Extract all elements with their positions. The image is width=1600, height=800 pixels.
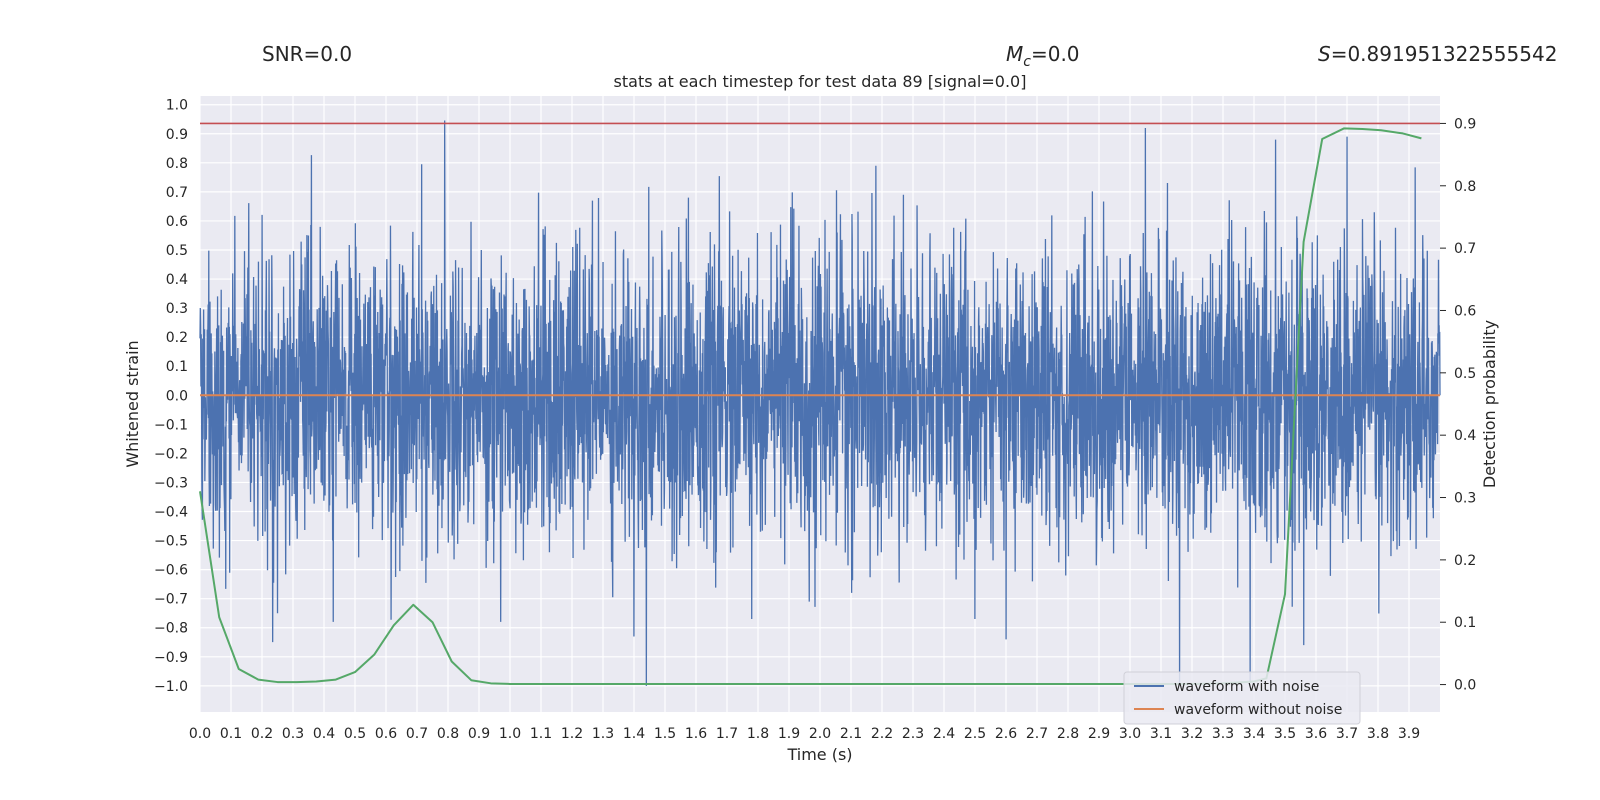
x-axis-ticks: 0.0 0.1 0.2 0.3 0.4 0.5 0.6 0.7 0.8 0.9 1.0 1.1 1.2 1… xyxy=(189,726,1420,742)
y-tick-label: 0.4 xyxy=(166,272,188,288)
x-tick-label: 2.5 xyxy=(964,726,986,742)
y-tick-label: 0.5 xyxy=(166,243,188,259)
snr-stat: SNR=0.0 xyxy=(262,42,352,66)
s-stat: S=0.891951322555542 xyxy=(1318,42,1557,66)
x-tick-label: 0.4 xyxy=(313,726,335,742)
x-tick-label: 2.2 xyxy=(871,726,893,742)
s-symbol: S xyxy=(1318,42,1331,66)
y2-tick-label: 0.3 xyxy=(1454,491,1476,507)
x-tick-label: 2.8 xyxy=(1057,726,1079,742)
x-tick-label: 2.3 xyxy=(902,726,924,742)
x-tick-label: 1.3 xyxy=(592,726,614,742)
legend-label-noise: waveform with noise xyxy=(1174,679,1319,695)
mc-stat: Mc=0.0 xyxy=(1006,42,1080,70)
y-tick-label: 0.2 xyxy=(166,330,188,346)
legend: waveform with noise waveform without noi… xyxy=(1123,671,1361,725)
x-tick-label: 1.7 xyxy=(716,726,738,742)
x-tick-label: 3.1 xyxy=(1150,726,1172,742)
x-tick-label: 3.0 xyxy=(1119,726,1141,742)
x-tick-label: 1.6 xyxy=(685,726,707,742)
y-tick-label: 0.8 xyxy=(166,156,188,172)
series-detection-probability xyxy=(199,127,1422,685)
y2-tick-label: 0.8 xyxy=(1454,179,1476,195)
legend-box xyxy=(1123,671,1361,725)
x-tick-label: 3.2 xyxy=(1181,726,1203,742)
y-axis-ticks: 1.0 0.9 0.8 0.7 0.6 0.5 0.4 0.3 0.2 0.1 0.0 −0.1 −0.… xyxy=(154,98,188,695)
x-tick-label: 1.9 xyxy=(778,726,800,742)
mc-value: =0.0 xyxy=(1031,42,1080,66)
y2-tick-label: 0.0 xyxy=(1454,678,1476,694)
x-tick-label: 2.7 xyxy=(1026,726,1048,742)
y-tick-label: −0.7 xyxy=(154,592,188,608)
x-tick-label: 3.9 xyxy=(1398,726,1420,742)
x-tick-label: 1.5 xyxy=(654,726,676,742)
y-tick-label: −1.0 xyxy=(154,679,188,695)
y-tick-label: −0.9 xyxy=(154,650,188,666)
y2-tick-label: 0.1 xyxy=(1454,615,1476,631)
y-tick-label: −0.6 xyxy=(154,563,188,579)
legend-label-clean: waveform without noise xyxy=(1174,702,1342,718)
x-tick-label: 0.1 xyxy=(220,726,242,742)
x-tick-label: 3.4 xyxy=(1243,726,1265,742)
y-tick-label: −0.3 xyxy=(154,475,188,491)
x-tick-label: 0.9 xyxy=(468,726,490,742)
y-tick-label: 0.1 xyxy=(166,359,188,375)
y-tick-label: 1.0 xyxy=(166,98,188,114)
x-tick-label: 2.9 xyxy=(1088,726,1110,742)
y-tick-label: −0.2 xyxy=(154,446,188,462)
x-tick-label: 1.8 xyxy=(747,726,769,742)
chart-title: stats at each timestep for test data 89 … xyxy=(614,72,1027,91)
s-value: =0.891951322555542 xyxy=(1331,42,1558,66)
y-tick-label: 0.9 xyxy=(166,127,188,143)
x-tick-label: 0.6 xyxy=(375,726,397,742)
y2-tick-label: 0.9 xyxy=(1454,116,1476,132)
y-tick-label: 0.3 xyxy=(166,301,188,317)
x-tick-label: 0.8 xyxy=(437,726,459,742)
y-tick-label: 0.7 xyxy=(166,185,188,201)
series-waveform-with-noise xyxy=(199,120,1441,686)
x-tick-label: 0.2 xyxy=(251,726,273,742)
mc-subscript: c xyxy=(1023,54,1031,70)
y-tick-label: −0.4 xyxy=(154,505,188,521)
y-tick-label: −0.5 xyxy=(154,534,188,550)
x-tick-label: 3.7 xyxy=(1336,726,1358,742)
x-tick-label: 0.0 xyxy=(189,726,211,742)
x-tick-label: 0.5 xyxy=(344,726,366,742)
x-tick-label: 2.1 xyxy=(840,726,862,742)
y2-axis-label: Detection probability xyxy=(1480,320,1499,488)
x-axis-label: Time (s) xyxy=(786,745,852,764)
x-tick-label: 3.5 xyxy=(1274,726,1296,742)
x-tick-label: 2.6 xyxy=(995,726,1017,742)
y-tick-label: 0.0 xyxy=(166,388,188,404)
y2-axis-ticks: 0.9 0.8 0.7 0.6 0.5 0.4 0.3 0.2 0.1 0.0 xyxy=(1440,116,1476,694)
x-tick-label: 0.7 xyxy=(406,726,428,742)
x-tick-label: 1.1 xyxy=(530,726,552,742)
y-axis-label: Whitened strain xyxy=(123,340,142,467)
y-tick-label: −0.1 xyxy=(154,417,188,433)
y2-tick-label: 0.7 xyxy=(1454,241,1476,257)
y-tick-label: 0.6 xyxy=(166,214,188,230)
x-tick-label: 1.4 xyxy=(623,726,645,742)
y2-tick-label: 0.6 xyxy=(1454,303,1476,319)
y2-tick-label: 0.5 xyxy=(1454,366,1476,382)
mc-symbol: M xyxy=(1006,42,1023,66)
x-tick-label: 2.4 xyxy=(933,726,955,742)
x-tick-label: 3.3 xyxy=(1212,726,1234,742)
x-tick-label: 2.0 xyxy=(809,726,831,742)
y2-tick-label: 0.2 xyxy=(1454,553,1476,569)
x-tick-label: 1.2 xyxy=(561,726,583,742)
x-tick-label: 3.6 xyxy=(1305,726,1327,742)
plot-marks xyxy=(199,120,1441,686)
y2-tick-label: 0.4 xyxy=(1454,428,1476,444)
x-tick-label: 1.0 xyxy=(499,726,521,742)
x-tick-label: 3.8 xyxy=(1367,726,1389,742)
y-tick-label: −0.8 xyxy=(154,621,188,637)
x-tick-label: 0.3 xyxy=(282,726,304,742)
